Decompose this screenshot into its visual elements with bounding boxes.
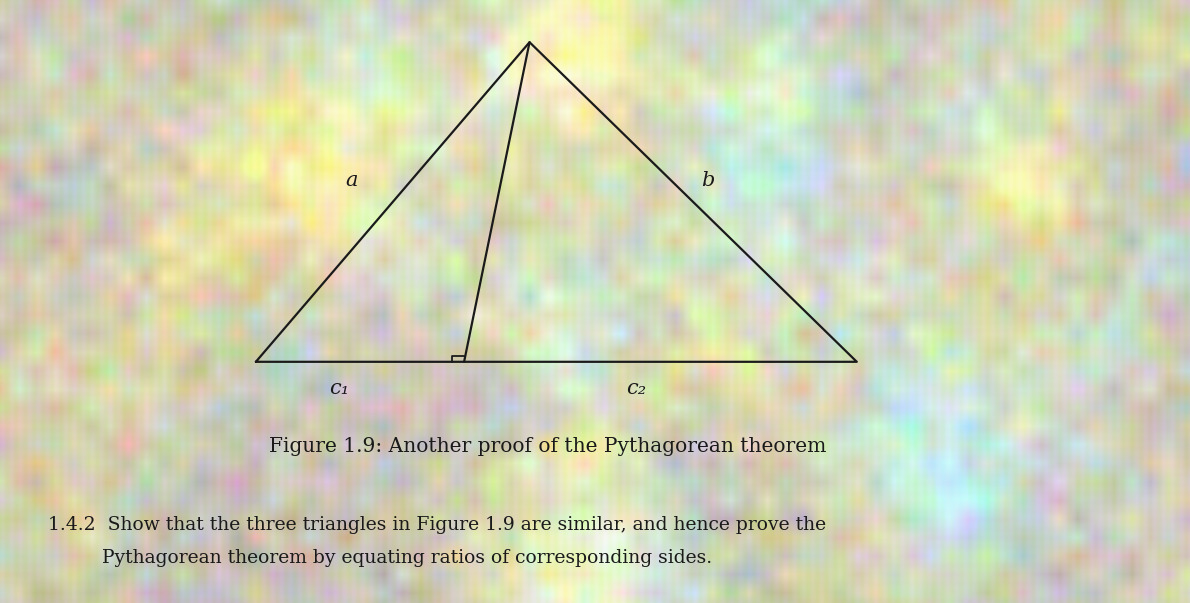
Text: a: a bbox=[345, 171, 357, 191]
Text: b: b bbox=[701, 171, 715, 191]
Text: c₁: c₁ bbox=[330, 379, 349, 399]
Text: Pythagorean theorem by equating ratios of corresponding sides.: Pythagorean theorem by equating ratios o… bbox=[48, 549, 712, 567]
Text: c₂: c₂ bbox=[627, 379, 646, 399]
Text: Figure 1.9: Another proof of the Pythagorean theorem: Figure 1.9: Another proof of the Pythago… bbox=[269, 437, 826, 456]
Text: 1.4.2  Show that the three triangles in Figure 1.9 are similar, and hence prove : 1.4.2 Show that the three triangles in F… bbox=[48, 516, 826, 534]
